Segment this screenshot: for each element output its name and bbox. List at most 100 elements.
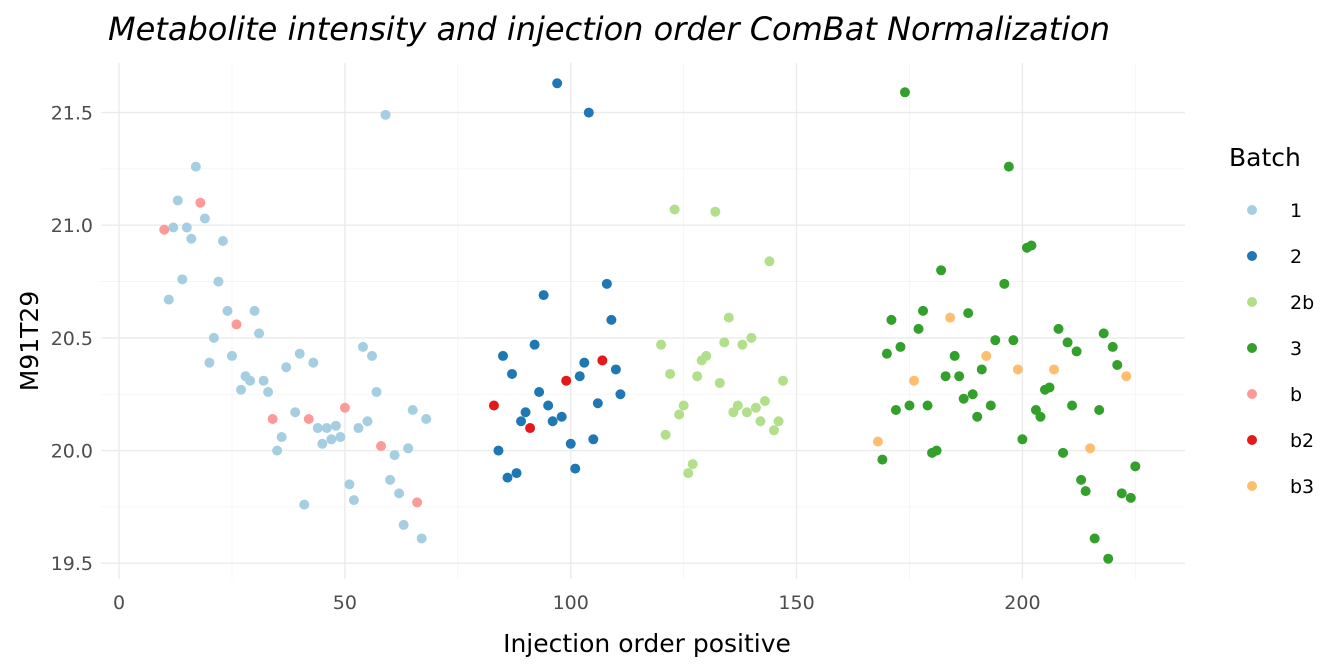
data-point-batch-1 — [168, 222, 179, 233]
data-point-batch-1 — [416, 533, 427, 544]
data-point-batch-1 — [308, 357, 319, 368]
data-point-batch-b3 — [1121, 371, 1132, 382]
data-point-batch-2b — [701, 350, 712, 361]
data-point-batch-2b — [778, 375, 789, 386]
data-point-batch-1 — [326, 434, 337, 445]
data-point-batch-2b — [755, 416, 766, 427]
data-point-batch-2b — [692, 371, 703, 382]
data-point-batch-3 — [1035, 411, 1046, 422]
data-point-batch-1 — [254, 328, 265, 339]
data-point-batch-b2 — [525, 423, 536, 434]
data-point-batch-2 — [502, 472, 513, 483]
data-point-batch-3 — [881, 348, 892, 359]
data-point-batch-b — [195, 197, 206, 208]
chart-title: Metabolite intensity and injection order… — [108, 10, 1110, 48]
data-point-batch-1 — [344, 479, 355, 490]
data-point-batch-3 — [949, 350, 960, 361]
data-point-batch-3 — [886, 314, 897, 325]
data-point-batch-2b — [710, 206, 721, 217]
data-point-batch-1 — [294, 348, 305, 359]
legend-label-2b: 2b — [1290, 292, 1314, 314]
data-point-batch-2b — [665, 368, 676, 379]
data-point-batch-3 — [1026, 240, 1037, 251]
data-point-batch-3 — [976, 364, 987, 375]
data-point-batch-2b — [719, 337, 730, 348]
x-tick-label: 200 — [1004, 592, 1040, 614]
data-point-batch-3 — [985, 400, 996, 411]
x-axis-title: Injection order positive — [503, 629, 791, 658]
legend-label-b2: b2 — [1290, 430, 1314, 452]
legend: Batch 1 2 2b 3 b b2 b3 — [1229, 143, 1314, 498]
data-point-batch-3 — [1094, 405, 1105, 416]
data-point-batch-3 — [1071, 346, 1082, 357]
data-point-batch-2 — [574, 371, 585, 382]
data-point-batch-1 — [348, 495, 359, 506]
data-point-batch-3 — [940, 371, 951, 382]
data-point-batch-1 — [217, 236, 228, 247]
data-point-batch-3 — [931, 445, 942, 456]
y-tick-label: 20.0 — [51, 441, 93, 463]
data-point-batch-1 — [177, 274, 188, 285]
data-point-batch-2b — [750, 402, 761, 413]
data-point-batch-3 — [967, 389, 978, 400]
data-point-batch-3 — [1067, 400, 1078, 411]
data-point-batch-1 — [330, 420, 341, 431]
data-point-batch-2 — [552, 78, 563, 89]
data-point-batch-3 — [1080, 486, 1091, 497]
data-point-batch-2 — [516, 416, 527, 427]
legend-title: Batch — [1229, 143, 1301, 172]
data-point-batch-2 — [520, 407, 531, 418]
data-point-batch-1 — [281, 362, 292, 373]
legend-key-b3 — [1247, 481, 1257, 491]
data-point-batch-2 — [511, 468, 522, 479]
data-point-batch-2 — [570, 463, 581, 474]
data-point-batch-1 — [208, 332, 219, 343]
grid-lines — [101, 63, 1185, 579]
data-point-batch-1 — [226, 350, 237, 361]
data-point-batch-2b — [656, 339, 667, 350]
data-point-batch-3 — [1076, 474, 1087, 485]
data-point-batch-b — [159, 224, 170, 235]
data-point-batch-1 — [272, 445, 283, 456]
legend-label-3: 3 — [1290, 338, 1302, 360]
data-point-batch-2b — [746, 332, 757, 343]
legend-key-3 — [1247, 343, 1257, 353]
data-point-batch-1 — [421, 414, 432, 425]
data-point-batch-2 — [615, 389, 626, 400]
data-point-batch-1 — [263, 386, 274, 397]
data-point-batch-b3 — [872, 436, 883, 447]
data-point-batch-3 — [1058, 447, 1069, 458]
legend-key-2b — [1247, 297, 1257, 307]
data-point-batch-2 — [579, 357, 590, 368]
data-point-batch-2b — [674, 409, 685, 420]
data-point-batch-2 — [493, 445, 504, 456]
data-point-batch-2 — [538, 290, 549, 301]
data-point-batch-3 — [904, 400, 915, 411]
data-point-batch-b — [376, 441, 387, 452]
data-point-batch-3 — [877, 454, 888, 465]
data-point-batch-2 — [592, 398, 603, 409]
data-point-batch-2b — [660, 429, 671, 440]
data-point-batch-3 — [1098, 328, 1109, 339]
data-point-batch-3 — [1130, 461, 1141, 472]
data-point-batch-3 — [1107, 341, 1118, 352]
data-point-batch-1 — [371, 386, 382, 397]
legend-key-b — [1247, 389, 1257, 399]
data-point-batch-3 — [922, 400, 933, 411]
data-point-batch-2 — [610, 364, 621, 375]
data-point-batch-3 — [918, 305, 929, 316]
data-point-batch-b — [231, 319, 242, 330]
data-point-batch-2b — [764, 256, 775, 267]
data-point-batch-2 — [588, 434, 599, 445]
y-axis-tick-labels: 19.5 20.0 20.5 21.0 21.5 — [51, 103, 93, 576]
data-point-batch-2b — [737, 339, 748, 350]
data-point-batch-2b — [768, 425, 779, 436]
data-point-batch-3 — [963, 308, 974, 319]
data-point-batch-b2 — [561, 375, 572, 386]
data-point-batch-b3 — [945, 312, 956, 323]
data-point-batch-3 — [1089, 533, 1100, 544]
legend-label-b: b — [1290, 384, 1302, 406]
data-point-batch-1 — [258, 375, 269, 386]
data-point-batch-2b — [687, 459, 698, 470]
